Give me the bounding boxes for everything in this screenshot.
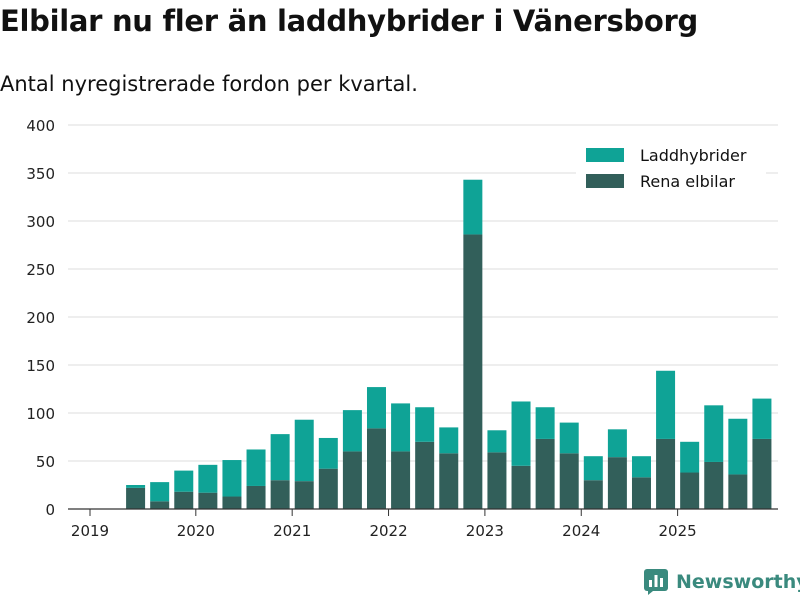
bar-bev-10 [342, 451, 362, 509]
bar-phev-7 [270, 434, 290, 481]
legend-item-bev: Rena elbilar [586, 168, 766, 194]
y-tick-label-0: 0 [45, 501, 55, 519]
bar-bev-1 [126, 487, 146, 509]
bar-bev-5 [222, 496, 242, 509]
bar-bev-25 [704, 461, 724, 509]
bar-bev-18 [535, 438, 555, 509]
bar-phev-11 [366, 387, 386, 429]
bar-bev-15 [463, 234, 483, 509]
legend-swatch-bev [586, 174, 624, 188]
bar-bev-16 [487, 452, 507, 509]
chart-title: Elbilar nu fler än laddhybrider i Väners… [0, 4, 698, 38]
x-tick-label-2024: 2024 [562, 522, 600, 540]
bar-bev-26 [728, 474, 748, 509]
bar-bev-3 [174, 491, 194, 509]
bar-phev-12 [391, 403, 411, 452]
bar-bev-6 [246, 485, 266, 509]
brand-logo: Newsworthy [644, 569, 800, 595]
bar-phev-5 [222, 460, 242, 497]
y-tick-label-300: 300 [26, 213, 55, 231]
bar-phev-25 [704, 405, 724, 462]
bar-phev-18 [535, 407, 555, 439]
bar-phev-23 [656, 370, 676, 439]
bar-phev-15 [463, 179, 483, 235]
bar-bev-24 [680, 472, 700, 509]
bar-bev-8 [294, 481, 314, 509]
bar-phev-4 [198, 464, 218, 493]
chart-legend: Laddhybrider Rena elbilar [576, 136, 766, 196]
bar-bev-27 [752, 438, 772, 509]
bar-phev-24 [680, 441, 700, 473]
x-tick-label-2019: 2019 [71, 522, 109, 540]
bar-phev-6 [246, 449, 266, 486]
bar-phev-9 [318, 437, 338, 469]
bar-phev-2 [150, 482, 170, 502]
chart-subtitle: Antal nyregistrerade fordon per kvartal. [0, 72, 418, 96]
bar-bev-19 [559, 453, 579, 509]
bar-bev-11 [366, 428, 386, 509]
bar-bev-9 [318, 468, 338, 509]
x-tick-label-2021: 2021 [273, 522, 311, 540]
bar-phev-13 [415, 407, 435, 442]
y-tick-label-50: 50 [36, 453, 55, 471]
bar-bev-20 [583, 480, 603, 509]
y-tick-label-250: 250 [26, 261, 55, 279]
legend-label-bev: Rena elbilar [640, 171, 735, 191]
bar-phev-16 [487, 430, 507, 453]
bar-phev-27 [752, 398, 772, 439]
bar-phev-26 [728, 418, 748, 475]
bar-phev-19 [559, 422, 579, 454]
legend-label-phev: Laddhybrider [640, 145, 747, 165]
y-tick-label-150: 150 [26, 357, 55, 375]
bar-chart-logo-icon [644, 569, 668, 595]
bar-phev-21 [607, 429, 627, 458]
bar-bev-4 [198, 492, 218, 509]
y-tick-label-350: 350 [26, 165, 55, 183]
bar-phev-17 [511, 401, 531, 466]
bar-bev-17 [511, 465, 531, 509]
x-tick-label-2025: 2025 [659, 522, 697, 540]
bar-phev-22 [631, 456, 651, 478]
legend-swatch-phev [586, 148, 624, 162]
bar-phev-10 [342, 410, 362, 452]
bar-bev-2 [150, 501, 170, 509]
bar-phev-20 [583, 456, 603, 481]
bar-bev-13 [415, 441, 435, 509]
x-tick-label-2023: 2023 [466, 522, 504, 540]
legend-item-phev: Laddhybrider [586, 142, 766, 168]
bar-bev-14 [439, 453, 459, 509]
bar-phev-14 [439, 427, 459, 454]
bar-phev-8 [294, 419, 314, 482]
bar-phev-1 [126, 485, 146, 488]
x-tick-label-2020: 2020 [177, 522, 215, 540]
y-tick-label-100: 100 [26, 405, 55, 423]
bar-bev-21 [607, 457, 627, 509]
bar-phev-3 [174, 470, 194, 492]
y-tick-label-400: 400 [26, 117, 55, 135]
brand-name: Newsworthy [676, 571, 800, 593]
y-tick-label-200: 200 [26, 309, 55, 327]
bar-bev-7 [270, 480, 290, 509]
bar-bev-22 [631, 477, 651, 509]
x-tick-label-2022: 2022 [369, 522, 407, 540]
bar-bev-23 [656, 438, 676, 509]
bar-bev-12 [391, 451, 411, 509]
